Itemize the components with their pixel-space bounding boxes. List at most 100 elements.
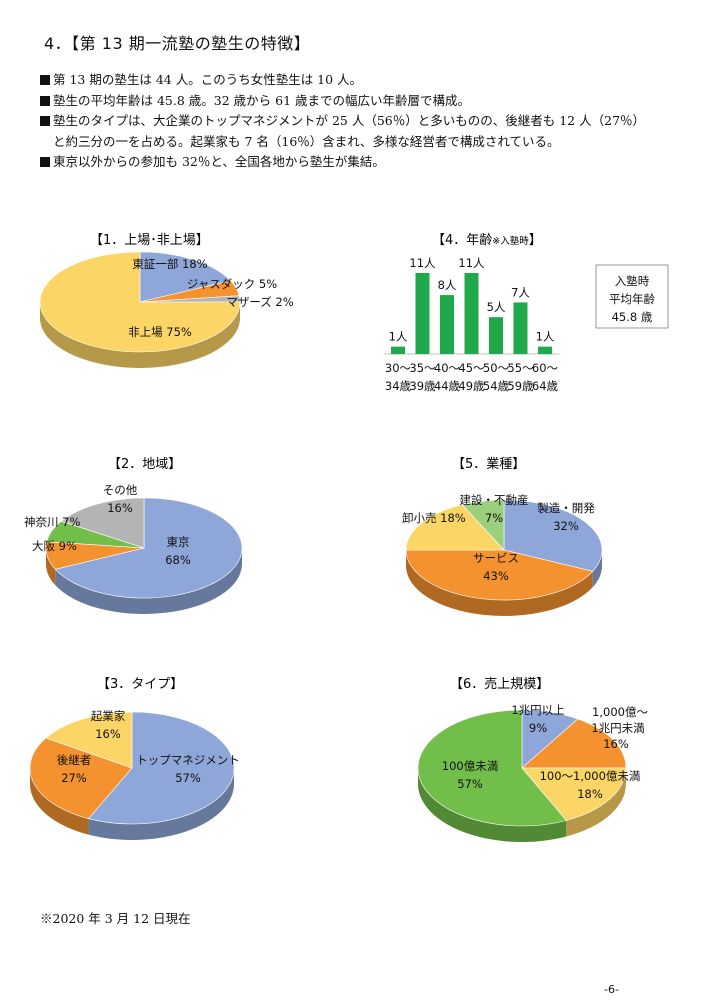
slice-label: 大阪 9%: [32, 539, 77, 553]
slice-value: 16%: [603, 737, 629, 751]
slice-label: 1,000億～: [592, 705, 648, 719]
pie-slice: [417, 709, 567, 827]
x-tick-label: 40～: [434, 361, 461, 375]
page-number: -6-: [604, 983, 619, 996]
slice-label: 100～1,000億未満: [540, 769, 641, 783]
age-bar: [538, 346, 552, 354]
age-bar: [464, 273, 479, 354]
chart-title: 【1．上場･非上場】: [90, 233, 209, 248]
square-bullet-icon: [40, 95, 50, 106]
slice-label: トップマネジメント: [136, 753, 240, 767]
x-tick-label: 50～: [483, 361, 510, 375]
bar-value-label: 5人: [487, 300, 506, 314]
pie-slice: [88, 711, 235, 825]
slice-value: 18%: [577, 787, 603, 801]
slice-label: 起業家: [91, 709, 126, 723]
pie-slice: [405, 549, 594, 601]
slice-label: 東京: [167, 535, 190, 549]
average-age-text: 45.8 歳: [612, 310, 653, 324]
pie-slice-side: [418, 768, 567, 842]
slice-value: 32%: [553, 519, 579, 533]
slice-label: ジャスダック 5%: [187, 277, 277, 291]
slice-label: 100億未満: [442, 759, 498, 773]
page-heading: 4．【第 13 期一流塾の塾生の特徴】: [44, 34, 311, 53]
x-tick-label: 55～: [507, 361, 534, 375]
pie-slice: [521, 767, 627, 821]
summary-bullet: 塾生の平均年齢は 45.8 歳。32 歳から 61 歳までの幅広い年齢層で構成。: [40, 91, 680, 112]
age-bar: [489, 317, 503, 354]
pie-slice: [45, 711, 133, 769]
slice-label: 製造・開発: [537, 501, 595, 515]
pie-chart-region: 【2．地域】東京 68% 大阪 9% 神奈川 7% その他 16%: [24, 457, 243, 614]
bullet-text: 塾生の平均年齢は 45.8 歳。32 歳から 61 歳までの幅広い年齢層で構成。: [53, 92, 471, 108]
pie-slice-side: [592, 550, 602, 588]
x-tick-label: 44歳: [434, 379, 461, 393]
pie-slice-side: [88, 768, 234, 840]
bar-value-label: 7人: [511, 285, 530, 299]
age-bar: [415, 273, 430, 354]
bar-value-label: 8人: [438, 278, 457, 292]
slice-value: 27%: [61, 771, 87, 785]
average-age-text: 入塾時: [615, 274, 650, 288]
slice-value: 43%: [483, 569, 509, 583]
pie-slice-side: [40, 302, 240, 368]
pie-chart-sales: 【6．売上規模】 1兆円以上 9% 1,000億～ 1兆円未満 16% 100～1,000億…: [417, 676, 648, 842]
pie-slice: [54, 497, 243, 599]
slice-label: マザーズ 2%: [226, 295, 293, 309]
slice-value: 9%: [529, 721, 547, 735]
slice-label: 卸小売 18%: [402, 511, 466, 525]
pie-sides: [46, 548, 242, 614]
x-tick-label: 39歳: [409, 379, 436, 393]
slice-label: サービス: [473, 551, 519, 565]
chart-title: 【4．年齢※入塾時】: [432, 233, 542, 248]
chart-title: 【2．地域】: [108, 457, 181, 472]
summary-bullet: 東京以外からの参加も 32％と、全国各地から塾生が集結。: [40, 152, 680, 173]
x-tick-label: 54歳: [483, 379, 510, 393]
slice-label: 建設・不動産: [460, 493, 529, 507]
bar-chart-age: 【4．年齢※入塾時】 1人 30～ 34歳 11人 35～ 39歳 8人 40～ 44歳 11人 45…: [384, 233, 669, 393]
x-tick-label: 30～: [385, 361, 412, 375]
chart-title: 【6．売上規模】: [450, 676, 549, 692]
pie-slice: [461, 499, 505, 551]
pie-slice: [405, 504, 505, 551]
slice-value: 16%: [107, 501, 133, 515]
bullet-text: 第 13 期の塾生は 44 人。このうち女性塾生は 10 人。: [53, 72, 363, 87]
pie-slice: [503, 499, 603, 572]
x-tick-label: 34歳: [385, 379, 412, 393]
age-bar: [440, 295, 454, 354]
pie-slice-side: [30, 768, 89, 835]
x-tick-label: 60～: [532, 361, 559, 375]
chart-title: 【5．業種】: [452, 456, 525, 472]
square-bullet-icon: [40, 116, 50, 126]
slice-value: 16%: [95, 727, 121, 741]
pie-sides: [40, 302, 240, 368]
pie-slice: [139, 251, 232, 303]
slice-value: 57%: [175, 771, 201, 785]
pie-slice: [60, 497, 145, 549]
bar-value-label: 1人: [389, 330, 408, 344]
age-bar: [513, 302, 528, 354]
square-bullet-icon: [40, 75, 50, 85]
x-tick-label: 35～: [409, 361, 436, 375]
slice-label: その他: [103, 483, 138, 497]
age-bar: [391, 346, 405, 354]
bar-value-label: 1人: [536, 330, 555, 344]
bullet-text: 東京以外からの参加も 32％と、全国各地から塾生が集結。: [53, 154, 385, 169]
average-age-box: [595, 264, 669, 329]
bullet-text: 塾生のタイプは、大企業のトップマネジメントが 25 人（56％）と多いものの、後…: [53, 113, 646, 128]
slice-label: 1兆円以上: [511, 703, 564, 717]
slice-label: 後継者: [57, 753, 92, 767]
pie-slice-side: [55, 548, 242, 614]
bullet-text-continued: と約三分の一を占める。起業家も 7 名（16％）含まれ、多様な経営者で構成されて…: [53, 133, 560, 149]
slice-value: 68%: [165, 553, 191, 567]
pie-chart-type: 【3．タイプ】トップマネジメント 57% 後継者 27% 起業家 16%: [29, 677, 240, 840]
pie-sides: [30, 768, 234, 840]
chart-title: 【3．タイプ】: [97, 677, 183, 692]
x-tick-label: 59歳: [507, 379, 534, 393]
pie-slice-side: [566, 768, 626, 837]
bar-value-label: 11人: [458, 256, 485, 270]
pie-slice: [29, 737, 133, 820]
slice-value: 7%: [485, 511, 503, 525]
summary-bullet: 塾生のタイプは、大企業のトップマネジメントが 25 人（56％）と多いものの、後…: [40, 111, 680, 152]
